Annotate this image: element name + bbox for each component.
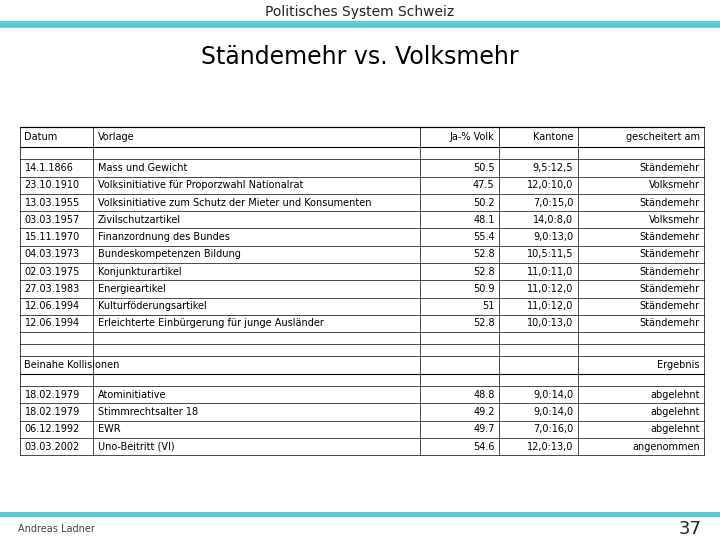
- Text: 11,0:11,0: 11,0:11,0: [527, 267, 573, 276]
- Text: 50.9: 50.9: [473, 284, 495, 294]
- Text: Energieartikel: Energieartikel: [98, 284, 166, 294]
- Text: Ergebnis: Ergebnis: [657, 360, 700, 370]
- Text: 03.03.1957: 03.03.1957: [24, 215, 80, 225]
- Text: Andreas Ladner: Andreas Ladner: [18, 524, 95, 534]
- Text: Ständemehr: Ständemehr: [639, 267, 700, 276]
- Text: 12.06.1994: 12.06.1994: [24, 301, 80, 311]
- Text: Stimmrechtsalter 18: Stimmrechtsalter 18: [98, 407, 198, 417]
- Text: 52.8: 52.8: [473, 267, 495, 276]
- Text: 13.03.1955: 13.03.1955: [24, 198, 80, 207]
- Text: 10,0:13,0: 10,0:13,0: [527, 319, 573, 328]
- Text: 7,0:16,0: 7,0:16,0: [533, 424, 573, 434]
- Text: 18.02.1979: 18.02.1979: [24, 390, 80, 400]
- Text: Mass und Gewicht: Mass und Gewicht: [98, 163, 187, 173]
- Text: Volksinitiative für Proporzwahl Nationalrat: Volksinitiative für Proporzwahl National…: [98, 180, 303, 190]
- Text: 27.03.1983: 27.03.1983: [24, 284, 80, 294]
- Text: Ständemehr: Ständemehr: [639, 232, 700, 242]
- Text: 50.5: 50.5: [473, 163, 495, 173]
- Text: 49.2: 49.2: [473, 407, 495, 417]
- Text: Ständemehr: Ständemehr: [639, 198, 700, 207]
- Text: Uno-Beitritt (VI): Uno-Beitritt (VI): [98, 442, 174, 451]
- Text: 37: 37: [679, 520, 702, 538]
- Text: 51: 51: [482, 301, 495, 311]
- Text: 52.8: 52.8: [473, 319, 495, 328]
- Text: 14.1.1866: 14.1.1866: [24, 163, 73, 173]
- Text: 14,0:8,0: 14,0:8,0: [534, 215, 573, 225]
- Text: Beinahe Kollisionen: Beinahe Kollisionen: [24, 360, 120, 370]
- Text: 02.03.1975: 02.03.1975: [24, 267, 80, 276]
- Text: 48.8: 48.8: [473, 390, 495, 400]
- Text: 9,0:14,0: 9,0:14,0: [534, 407, 573, 417]
- Text: Ständemehr: Ständemehr: [639, 163, 700, 173]
- Text: Ja-% Volk: Ja-% Volk: [450, 132, 495, 142]
- Text: Ständemehr: Ständemehr: [639, 249, 700, 259]
- Text: 15.11.1970: 15.11.1970: [24, 232, 80, 242]
- Text: 52.8: 52.8: [473, 249, 495, 259]
- Text: 47.5: 47.5: [473, 180, 495, 190]
- Text: Vorlage: Vorlage: [98, 132, 135, 142]
- Text: 50.2: 50.2: [473, 198, 495, 207]
- Text: Finanzordnung des Bundes: Finanzordnung des Bundes: [98, 232, 230, 242]
- Text: Volksmehr: Volksmehr: [649, 215, 700, 225]
- Text: abgelehnt: abgelehnt: [650, 424, 700, 434]
- Text: Kulturföderungsartikel: Kulturföderungsartikel: [98, 301, 207, 311]
- Text: 23.10.1910: 23.10.1910: [24, 180, 80, 190]
- Text: 12.06.1994: 12.06.1994: [24, 319, 80, 328]
- Text: Zivilschutzartikel: Zivilschutzartikel: [98, 215, 181, 225]
- Text: Datum: Datum: [24, 132, 58, 142]
- Text: Bundeskompetenzen Bildung: Bundeskompetenzen Bildung: [98, 249, 240, 259]
- Text: 49.7: 49.7: [473, 424, 495, 434]
- Text: Ständemehr: Ständemehr: [639, 319, 700, 328]
- Text: Ständemehr: Ständemehr: [639, 301, 700, 311]
- Text: Volksmehr: Volksmehr: [649, 180, 700, 190]
- Text: Volksinitiative zum Schutz der Mieter und Konsumenten: Volksinitiative zum Schutz der Mieter un…: [98, 198, 372, 207]
- Text: 9,0:13,0: 9,0:13,0: [534, 232, 573, 242]
- Text: EWR: EWR: [98, 424, 120, 434]
- Text: 7,0:15,0: 7,0:15,0: [533, 198, 573, 207]
- Text: 11,0:12,0: 11,0:12,0: [527, 284, 573, 294]
- Text: 11,0:12,0: 11,0:12,0: [527, 301, 573, 311]
- Text: 18.02.1979: 18.02.1979: [24, 407, 80, 417]
- Text: 9,0:14,0: 9,0:14,0: [534, 390, 573, 400]
- Text: 12,0:10,0: 12,0:10,0: [527, 180, 573, 190]
- Text: 03.03.2002: 03.03.2002: [24, 442, 80, 451]
- Text: 10,5:11,5: 10,5:11,5: [527, 249, 573, 259]
- Text: 12,0:13,0: 12,0:13,0: [527, 442, 573, 451]
- Text: Politisches System Schweiz: Politisches System Schweiz: [266, 5, 454, 19]
- Text: abgelehnt: abgelehnt: [650, 390, 700, 400]
- Text: Ständemehr vs. Volksmehr: Ständemehr vs. Volksmehr: [201, 45, 519, 69]
- Text: 04.03.1973: 04.03.1973: [24, 249, 80, 259]
- Text: Erleichterte Einbürgerung für junge Ausländer: Erleichterte Einbürgerung für junge Ausl…: [98, 319, 323, 328]
- Text: 55.4: 55.4: [473, 232, 495, 242]
- Text: abgelehnt: abgelehnt: [650, 407, 700, 417]
- Text: Konjunkturartikel: Konjunkturartikel: [98, 267, 181, 276]
- Text: angenommen: angenommen: [632, 442, 700, 451]
- Text: 06.12.1992: 06.12.1992: [24, 424, 80, 434]
- Text: Ständemehr: Ständemehr: [639, 284, 700, 294]
- Text: 48.1: 48.1: [473, 215, 495, 225]
- Text: Kantone: Kantone: [533, 132, 573, 142]
- Text: 54.6: 54.6: [473, 442, 495, 451]
- Text: 9,5:12,5: 9,5:12,5: [533, 163, 573, 173]
- Text: gescheitert am: gescheitert am: [626, 132, 700, 142]
- Text: Atominitiative: Atominitiative: [98, 390, 166, 400]
